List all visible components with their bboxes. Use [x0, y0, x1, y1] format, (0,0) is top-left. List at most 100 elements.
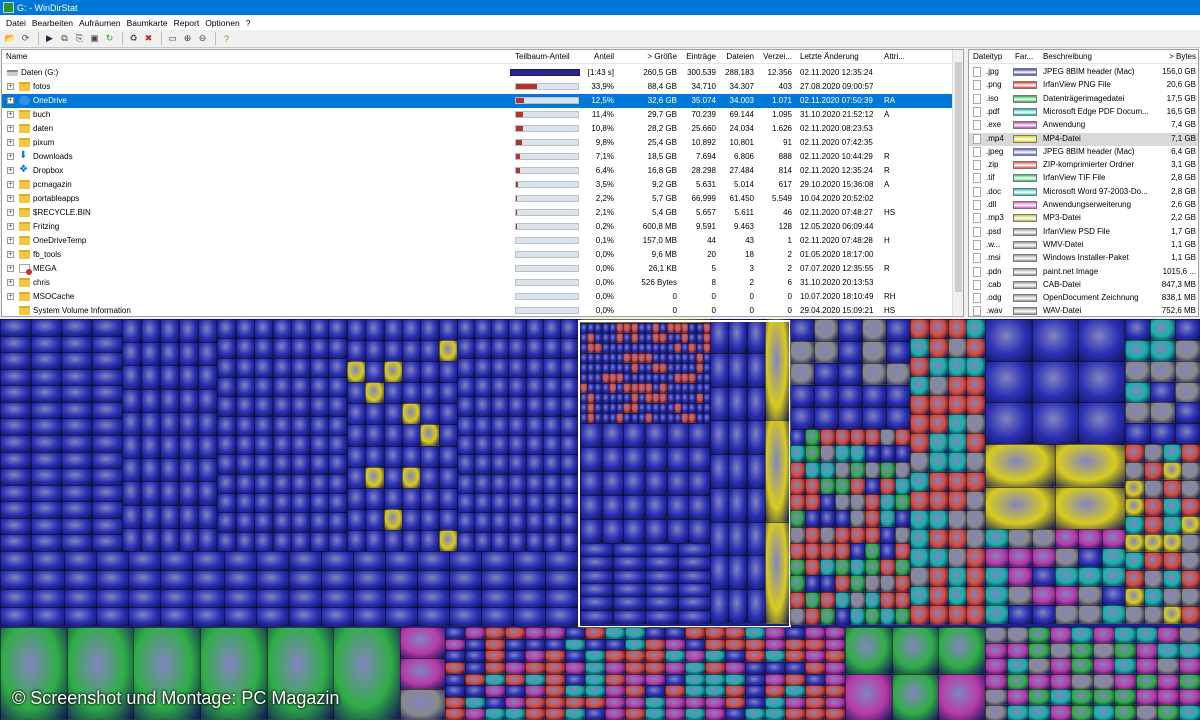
photo-tile[interactable]	[122, 342, 141, 366]
onedrive-tile[interactable]	[580, 519, 602, 543]
photo-tile[interactable]	[508, 532, 526, 552]
open-icon[interactable]: 📂	[4, 33, 17, 43]
bottom-tile[interactable]	[645, 708, 665, 720]
bottom-tile[interactable]	[585, 627, 605, 639]
bottom-tile[interactable]	[938, 674, 985, 720]
photo-tile[interactable]	[160, 551, 193, 570]
bottom-tile[interactable]	[745, 708, 765, 720]
photo-tile[interactable]	[31, 352, 62, 369]
extension-row[interactable]: .png IrfanView PNG File 20,6 GB	[969, 79, 1198, 92]
photo-tile[interactable]	[508, 338, 526, 358]
photo-tile[interactable]	[347, 382, 366, 404]
menu-item-6[interactable]: ?	[245, 17, 251, 28]
expand-toggle[interactable]: +	[7, 139, 14, 146]
onedrive-tile[interactable]	[659, 413, 667, 423]
mixed-tile[interactable]	[1125, 606, 1144, 624]
mixed-tile[interactable]	[805, 494, 820, 511]
photo-tile[interactable]	[92, 319, 123, 336]
photo-tile[interactable]	[474, 493, 492, 513]
photo-tile[interactable]	[31, 518, 62, 535]
tree-row[interactable]: + ❖ Dropbox 6,4% 16,8 GB 28.298 27.484 814 02.11…	[2, 164, 953, 178]
photo-tile[interactable]	[384, 488, 403, 510]
photo-tile[interactable]	[198, 365, 217, 389]
bottom-tile[interactable]	[705, 708, 725, 720]
bottom-tile[interactable]	[665, 685, 685, 697]
photo-tile[interactable]	[474, 435, 492, 455]
onedrive-tile[interactable]	[728, 420, 747, 454]
bottom-tile[interactable]	[445, 650, 465, 662]
photo-tile[interactable]	[560, 377, 578, 397]
photo-tile[interactable]	[474, 532, 492, 552]
mixed-tile[interactable]	[985, 586, 1009, 605]
photo-tile[interactable]	[141, 505, 160, 529]
bottom-tile[interactable]	[1114, 643, 1136, 659]
mixed-tile[interactable]	[910, 376, 929, 396]
photo-tile[interactable]	[198, 505, 217, 529]
bottom-tile[interactable]	[565, 685, 585, 697]
expand-toggle[interactable]: +	[7, 237, 14, 244]
photo-tile[interactable]	[545, 607, 578, 626]
photo-tile[interactable]	[198, 342, 217, 366]
bottom-tile[interactable]	[1007, 627, 1029, 643]
mixed-tile[interactable]	[985, 402, 1032, 444]
expand-toggle[interactable]: +	[7, 167, 14, 174]
mixed-tile[interactable]	[948, 548, 967, 568]
photo-tile[interactable]	[321, 607, 354, 626]
photo-tile[interactable]	[291, 338, 310, 358]
mixed-tile[interactable]	[850, 608, 865, 625]
photo-tile[interactable]	[122, 365, 141, 389]
mixed-tile[interactable]	[910, 338, 929, 358]
extension-row[interactable]: .psd IrfanView PSD File 1,7 GB	[969, 226, 1198, 239]
photo-tile[interactable]	[365, 509, 384, 531]
photo-tile[interactable]	[347, 361, 366, 383]
onedrive-tile[interactable]	[645, 495, 667, 519]
mixed-tile[interactable]	[1163, 570, 1182, 588]
bottom-tile[interactable]	[1071, 658, 1093, 674]
photo-tile[interactable]	[310, 454, 329, 474]
ext-column-header-3[interactable]: > Bytes	[1169, 52, 1196, 61]
mixed-tile[interactable]	[850, 543, 865, 560]
bottom-tile[interactable]	[1071, 689, 1093, 705]
photo-tile[interactable]	[254, 454, 273, 474]
photo-tile[interactable]	[179, 319, 198, 343]
photo-tile[interactable]	[543, 396, 561, 416]
photo-tile[interactable]	[385, 589, 418, 608]
photo-tile[interactable]	[328, 338, 347, 358]
photo-tile[interactable]	[347, 446, 366, 468]
bottom-tile[interactable]	[505, 685, 525, 697]
bottom-tile[interactable]	[605, 685, 625, 697]
photo-tile[interactable]	[526, 532, 544, 552]
photo-tile[interactable]	[439, 403, 458, 425]
photo-tile[interactable]	[141, 319, 160, 343]
photo-tile[interactable]	[543, 338, 561, 358]
mixed-tile[interactable]	[850, 527, 865, 544]
photo-tile[interactable]	[0, 570, 33, 589]
expand-toggle[interactable]: +	[7, 97, 14, 104]
onedrive-tile[interactable]	[623, 333, 631, 343]
bottom-tile[interactable]	[785, 685, 805, 697]
photo-tile[interactable]	[254, 319, 273, 339]
expand-toggle[interactable]: +	[7, 83, 14, 90]
mixed-tile[interactable]	[1125, 516, 1144, 534]
photo-tile[interactable]	[420, 319, 439, 341]
photo-tile[interactable]	[217, 493, 236, 513]
photo-tile[interactable]	[224, 589, 257, 608]
photo-tile[interactable]	[61, 435, 92, 452]
mixed-tile[interactable]	[790, 341, 814, 363]
mixed-tile[interactable]	[966, 510, 985, 530]
onedrive-tile[interactable]	[623, 323, 631, 333]
photo-tile[interactable]	[291, 532, 310, 552]
onedrive-tile[interactable]	[659, 373, 667, 383]
bottom-tile[interactable]	[625, 627, 645, 639]
photo-tile[interactable]	[347, 509, 366, 531]
mixed-tile[interactable]	[910, 510, 929, 530]
bottom-tile[interactable]	[805, 627, 825, 639]
photo-tile[interactable]	[402, 319, 421, 341]
mixed-tile[interactable]	[1078, 319, 1125, 361]
photo-tile[interactable]	[236, 338, 255, 358]
mixed-tile[interactable]	[1078, 529, 1102, 548]
mixed-tile[interactable]	[1055, 529, 1079, 548]
mixed-tile[interactable]	[966, 414, 985, 434]
mixed-tile[interactable]	[862, 319, 886, 341]
mixed-tile[interactable]	[929, 433, 948, 453]
